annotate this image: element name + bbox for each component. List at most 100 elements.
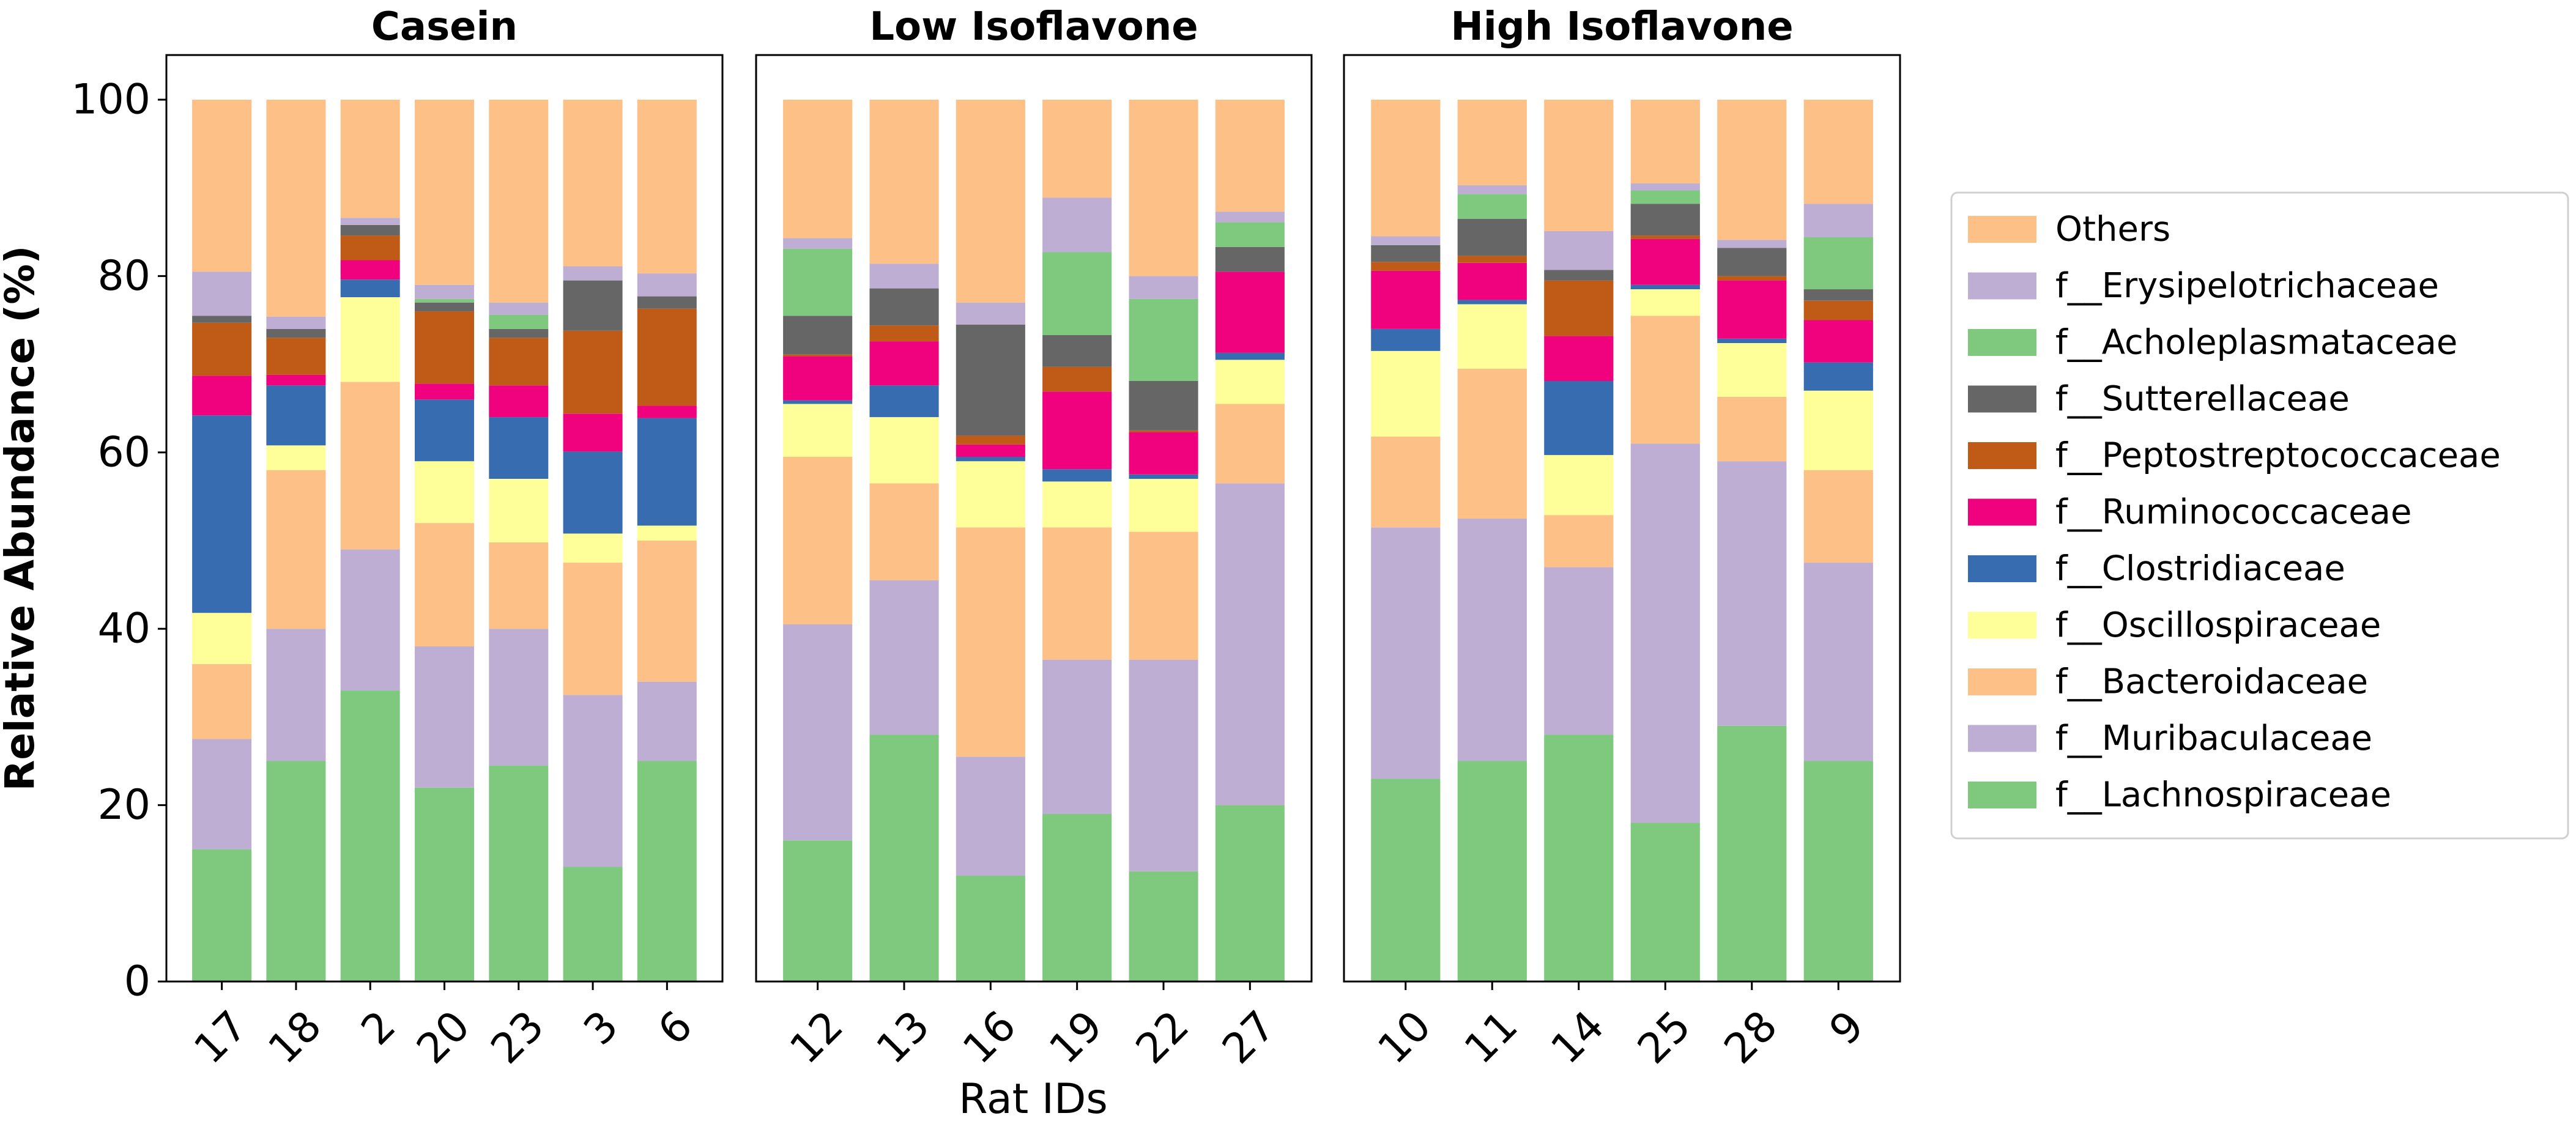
bar-segment-2-2-7	[1544, 270, 1614, 281]
bar-segment-2-1-0	[1457, 761, 1527, 982]
bar-segment-2-3-4	[1630, 284, 1700, 289]
bar-segment-0-6-0	[637, 761, 697, 982]
bar-segment-1-4-10	[1129, 100, 1198, 276]
bar-segment-0-4-6	[489, 338, 549, 386]
bar-segment-0-5-1	[563, 695, 623, 867]
bar-segment-1-1-4	[869, 385, 939, 418]
y-tick-label: 20	[97, 781, 150, 829]
bar-segment-0-6-6	[637, 308, 697, 406]
bar-segment-2-2-6	[1544, 280, 1614, 336]
bar-segment-2-3-5	[1630, 238, 1700, 285]
bar-segment-2-4-3	[1717, 343, 1787, 397]
bar-segment-0-1-6	[266, 338, 326, 375]
bar-segment-2-0-3	[1371, 351, 1441, 437]
bar-segment-1-2-0	[956, 876, 1025, 982]
bar-segment-1-4-4	[1129, 474, 1198, 479]
bar-segment-0-3-0	[415, 787, 474, 982]
bar-segment-2-2-2	[1544, 515, 1614, 568]
bar-segment-0-2-3	[340, 297, 400, 382]
bar-segment-0-1-3	[266, 445, 326, 470]
bar-segment-2-2-9	[1544, 231, 1614, 270]
bar-segment-2-1-2	[1457, 368, 1527, 519]
bar-segment-1-3-2	[1042, 527, 1112, 660]
bar-segment-2-5-2	[1803, 470, 1873, 563]
bar-segment-0-0-2	[192, 664, 252, 739]
bar-segment-1-5-5	[1215, 272, 1285, 353]
bar-segment-1-3-1	[1042, 659, 1112, 814]
bar-segment-0-3-5	[415, 383, 474, 400]
bar-segment-1-5-10	[1215, 100, 1285, 212]
bar-segment-1-1-10	[869, 100, 939, 264]
bar-segment-2-5-8	[1803, 237, 1873, 290]
x-tick-label: 2	[352, 1002, 405, 1054]
panel-title: Casein	[371, 4, 518, 50]
bar-segment-2-4-0	[1717, 725, 1787, 982]
bar-segment-2-4-5	[1717, 280, 1787, 339]
bar-segment-2-3-7	[1630, 204, 1700, 236]
bar-segment-2-3-10	[1630, 100, 1700, 183]
bar-segment-0-5-7	[563, 280, 623, 331]
panel-frame	[165, 54, 724, 983]
bar-segment-1-4-9	[1129, 276, 1198, 299]
x-tick-label: 13	[867, 1002, 939, 1073]
bar-segment-2-2-1	[1544, 567, 1614, 735]
bar-segment-0-6-2	[637, 541, 697, 682]
bar-segment-0-2-10	[340, 100, 400, 218]
legend-swatch	[1968, 612, 2036, 639]
legend-swatch	[1968, 555, 2036, 582]
bar-segment-1-5-7	[1215, 246, 1285, 272]
bar-segment-2-0-5	[1371, 270, 1441, 329]
bar-segment-2-0-0	[1371, 778, 1441, 982]
bar-segment-0-6-5	[637, 405, 697, 418]
bar-segment-0-5-9	[563, 266, 623, 281]
bar-segment-1-5-0	[1215, 805, 1285, 982]
bar-segment-1-2-5	[956, 444, 1025, 457]
bar-segment-0-2-6	[340, 235, 400, 261]
bar-segment-2-5-10	[1803, 100, 1873, 204]
bar-segment-1-1-2	[869, 483, 939, 580]
bar-segment-2-4-6	[1717, 276, 1787, 281]
bar-segment-0-1-10	[266, 100, 326, 317]
bar-segment-0-3-4	[415, 399, 474, 462]
legend-box	[1950, 191, 2569, 840]
bar-segment-1-1-7	[869, 288, 939, 326]
bar-segment-0-3-3	[415, 461, 474, 523]
bar-segment-0-1-9	[266, 316, 326, 329]
x-tick-label: 9	[1821, 1002, 1873, 1054]
bar-segment-1-0-7	[783, 316, 853, 355]
bar-segment-0-5-0	[563, 867, 623, 982]
legend-swatch	[1968, 216, 2036, 243]
legend-swatch	[1968, 385, 2036, 413]
bar-segment-1-5-3	[1215, 360, 1285, 404]
bar-segment-2-3-2	[1630, 316, 1700, 444]
bar-segment-0-6-9	[637, 273, 697, 297]
bar-segment-0-2-1	[340, 549, 400, 691]
panel-frame	[755, 54, 1313, 983]
bar-segment-1-5-4	[1215, 352, 1285, 360]
bar-segment-1-3-10	[1042, 100, 1112, 198]
bar-segment-1-0-0	[783, 840, 853, 982]
legend-label: Others	[2055, 210, 2170, 250]
x-tick-label: 10	[1369, 1002, 1441, 1073]
bar-segment-0-4-4	[489, 417, 549, 479]
bar-segment-0-0-5	[192, 375, 252, 416]
legend-swatch	[1968, 782, 2036, 808]
legend-label: f__Erysipelotrichaceae	[2055, 266, 2439, 306]
legend-label: f__Oscillospiraceae	[2055, 605, 2381, 645]
bar-segment-1-2-7	[956, 324, 1025, 436]
bar-segment-0-3-6	[415, 311, 474, 384]
bar-segment-0-0-10	[192, 100, 252, 272]
bar-segment-2-4-9	[1717, 240, 1787, 248]
bar-segment-0-5-3	[563, 533, 623, 563]
bar-segment-1-4-5	[1129, 432, 1198, 475]
legend-label: f__Ruminococcaceae	[2055, 492, 2411, 532]
legend-swatch	[1968, 329, 2036, 356]
bar-segment-2-3-8	[1630, 190, 1700, 204]
bar-segment-1-4-1	[1129, 659, 1198, 871]
bar-segment-1-0-2	[783, 457, 853, 624]
bar-segment-1-4-0	[1129, 871, 1198, 982]
bar-segment-1-3-0	[1042, 814, 1112, 982]
bar-segment-0-0-3	[192, 613, 252, 664]
bar-segment-2-0-6	[1371, 262, 1441, 271]
